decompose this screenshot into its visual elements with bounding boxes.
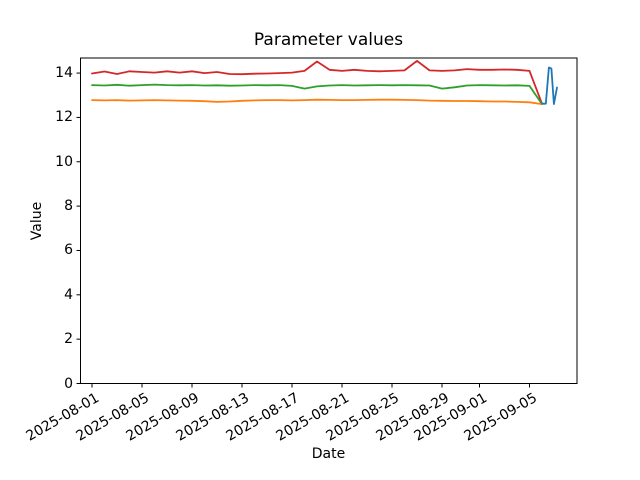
y-tick-label: 10 xyxy=(55,153,73,170)
line-parameter-red xyxy=(91,60,543,105)
y-tick-label: 2 xyxy=(64,331,73,348)
y-tick-label: 12 xyxy=(55,109,73,126)
tick-marks xyxy=(76,72,530,388)
line-parameter-orange xyxy=(91,98,543,105)
y-tick-label: 4 xyxy=(64,286,73,303)
line-parameter-green xyxy=(91,83,543,105)
x-axis-label: Date xyxy=(311,446,346,462)
plot-lines xyxy=(91,60,558,105)
y-tick-label: 8 xyxy=(64,198,73,215)
y-tick-label: 14 xyxy=(55,65,73,82)
chart-title: Parameter values xyxy=(253,30,404,50)
y-tick-label: 0 xyxy=(64,375,73,392)
y-tick-label: 6 xyxy=(64,242,73,259)
y-axis-label: Value xyxy=(29,201,45,241)
axes-spines xyxy=(80,57,578,384)
line-parameter-blue xyxy=(541,66,558,105)
